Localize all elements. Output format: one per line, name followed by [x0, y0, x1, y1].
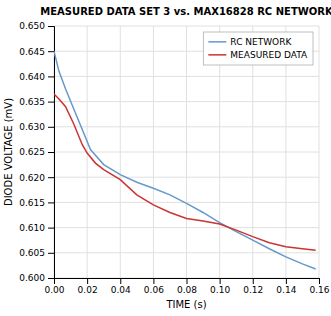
legend-swatch [208, 54, 226, 56]
tick-label: 0.02 [78, 285, 98, 295]
grid-line [54, 227, 319, 228]
x-axis: 0.00 0.02 0.04 0.06 0.08 0.10 0.12 0.14 0.16 [44, 278, 329, 295]
legend-label: RC NETWORK [230, 37, 292, 47]
tick: 0.08 [177, 278, 197, 295]
tick: 0.610 [19, 223, 54, 233]
tick-label: 0.645 [19, 47, 45, 57]
tick: 0.625 [19, 147, 54, 157]
tick-label: 0.600 [19, 273, 45, 283]
tick-label: 0.10 [210, 285, 230, 295]
legend-label: MEASURED DATA [230, 50, 308, 60]
series-line [54, 51, 316, 269]
tick-mark [286, 278, 287, 284]
grid-line [54, 26, 319, 27]
tick: 0.04 [111, 278, 131, 295]
tick-mark [48, 177, 54, 178]
tick: 0.640 [19, 72, 54, 82]
tick-label: 0.625 [19, 147, 45, 157]
tick-label: 0.650 [19, 21, 45, 31]
tick-label: 0.640 [19, 72, 45, 82]
tick-mark [87, 278, 88, 284]
tick-mark [220, 278, 221, 284]
grid-line [54, 76, 319, 77]
tick-label: 0.00 [44, 285, 64, 295]
tick-mark [120, 278, 121, 284]
tick-mark [48, 51, 54, 52]
tick: 0.00 [44, 278, 64, 295]
tick: 0.02 [78, 278, 98, 295]
series-lines [54, 51, 316, 269]
tick-label: 0.08 [177, 285, 197, 295]
tick: 0.14 [276, 278, 296, 295]
grid-line [54, 177, 319, 178]
tick-mark [48, 76, 54, 77]
y-axis-title: DIODE VOLTAGE (mV) [3, 98, 14, 206]
series-line [54, 94, 316, 250]
tick-mark [153, 278, 154, 284]
tick-label: 0.620 [19, 173, 45, 183]
tick: 0.16 [309, 278, 329, 295]
tick: 0.605 [19, 248, 54, 258]
tick: 0.650 [19, 21, 54, 31]
grid-line [54, 101, 319, 102]
tick: 0.10 [210, 278, 230, 295]
tick-label: 0.605 [19, 248, 45, 258]
tick: 0.06 [144, 278, 164, 295]
axis-line [55, 279, 320, 285]
tick-label: 0.615 [19, 198, 45, 208]
tick: 0.12 [243, 278, 263, 295]
tick-label: 0.630 [19, 122, 45, 132]
tick-mark [48, 253, 54, 254]
tick-mark [48, 26, 54, 27]
x-axis-title: TIME (s) [165, 299, 206, 310]
tick-mark [48, 278, 54, 279]
legend-item: MEASURED DATA [208, 50, 308, 60]
tick-label: 0.04 [111, 285, 131, 295]
title: MEASURED DATA SET 3 vs. MAX16828 RC NETW… [40, 6, 331, 17]
tick-mark [187, 278, 188, 284]
y-axis: 0.600 0.605 0.610 0.615 0.620 0.625 0.630 0.635… [19, 21, 54, 283]
legend-swatch [208, 41, 226, 43]
legend-box [203, 32, 313, 65]
legend: RC NETWORK MEASURED DATA [203, 32, 313, 65]
tick-mark [48, 202, 54, 203]
tick-mark [48, 228, 54, 229]
chart: 0.00 0.02 0.04 0.06 0.08 0.10 0.12 0.14 0.16 0.60… [0, 0, 331, 316]
tick-label: 0.16 [309, 285, 329, 295]
tick-mark [319, 278, 320, 284]
tick-label: 0.610 [19, 223, 45, 233]
plot-area: 0.00 0.02 0.04 0.06 0.08 0.10 0.12 0.14 0.16 0.60… [19, 21, 330, 295]
axis-line [48, 27, 55, 279]
tick-label: 0.14 [276, 285, 296, 295]
grid [54, 26, 319, 278]
tick: 0.630 [19, 122, 54, 132]
tick: 0.635 [19, 97, 54, 107]
tick-mark [48, 127, 54, 128]
tick-label: 0.12 [243, 285, 263, 295]
tick-mark [48, 102, 54, 103]
tick-label: 0.635 [19, 97, 45, 107]
tick: 0.615 [19, 198, 54, 208]
tick: 0.600 [19, 273, 54, 283]
tick: 0.645 [19, 47, 54, 57]
tick-mark [48, 152, 54, 153]
tick-mark [253, 278, 254, 284]
legend-item: RC NETWORK [208, 37, 292, 47]
tick: 0.620 [19, 173, 54, 183]
grid-line [54, 126, 319, 127]
tick-label: 0.06 [144, 285, 164, 295]
